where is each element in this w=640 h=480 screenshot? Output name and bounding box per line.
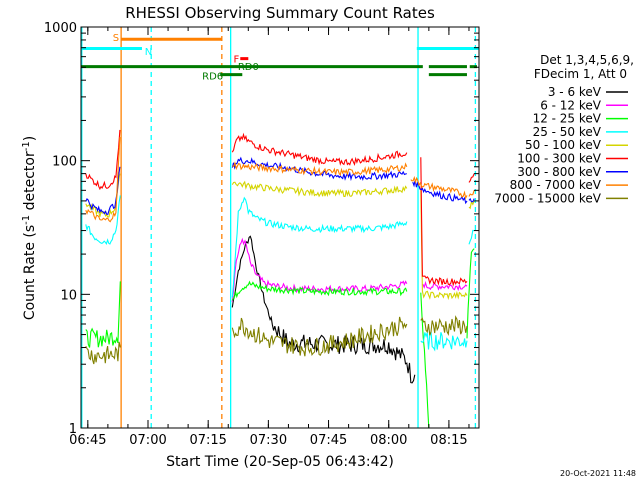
series-7-segment-1: [85, 166, 121, 215]
legend-label-3: 12 - 25 keV: [533, 112, 602, 126]
series-3-segment-3: [420, 292, 430, 428]
series-6-segment-3: [420, 157, 468, 287]
legend-header-decim: FDecim 1, Att 0: [534, 67, 627, 81]
series-2-segment-2: [422, 280, 468, 292]
x-tick-label-6: 08:00: [370, 433, 407, 448]
legend-label-9: 7000 - 15000 keV: [494, 191, 601, 205]
legend-label-2: 6 - 12 keV: [540, 98, 602, 112]
series-6-segment-1: [85, 129, 121, 191]
x-axis: 06:45 07:00 07:15 07:30 07:45 08:00 08:15: [69, 27, 470, 448]
marker-lines: [81, 27, 477, 428]
series-5-segment-2: [231, 180, 408, 198]
y-tick-label-3: 100: [52, 155, 77, 170]
legend-label-6: 100 - 300 keV: [517, 152, 601, 166]
series-7-segment-2: [231, 156, 407, 182]
series-8-segment-1: [85, 137, 121, 223]
series-4-segment-4: [468, 229, 475, 245]
series-9-segment-3: [420, 315, 468, 336]
series-7-segment-4: [468, 197, 475, 203]
series-4-segment-1: [85, 195, 121, 246]
legend-label-5: 50 - 100 keV: [525, 138, 602, 152]
legend-header-detectors: Det 1,3,4,5,6,9,: [540, 53, 634, 67]
series-2-segment-1: [231, 237, 408, 302]
flag-label-3: F: [233, 55, 239, 66]
x-tick-label-7: 08:15: [430, 433, 467, 448]
flag-label-5: RD6: [202, 71, 223, 82]
series-8-segment-4: [468, 190, 475, 197]
y-tick-label-2: 10: [60, 288, 77, 303]
legend-label-7: 300 - 800 keV: [517, 165, 601, 179]
legend: Det 1,3,4,5,6,9, FDecim 1, Att 0 3 - 6 k…: [494, 53, 634, 205]
series-1-segment-1: [231, 235, 416, 384]
legend-label-1: 3 - 6 keV: [548, 85, 602, 99]
series-4-segment-2: [231, 196, 408, 298]
flag-label-4: RD0: [238, 62, 259, 73]
flag-label-1: S: [113, 33, 119, 44]
x-tick-label-3: 07:15: [189, 433, 226, 448]
series-7-segment-3: [412, 179, 468, 205]
series-9-segment-1: [85, 341, 121, 365]
series-6-segment-2: [231, 132, 408, 166]
x-tick-label-4: 07:30: [250, 433, 287, 448]
series-3-segment-1: [85, 281, 121, 348]
series-6-segment-4: [468, 173, 475, 183]
legend-label-4: 25 - 50 keV: [533, 125, 602, 139]
plot-frame: [80, 26, 480, 429]
series-layer: [85, 129, 475, 428]
x-tick-label-5: 07:45: [310, 433, 347, 448]
y-tick-label-1: 1: [69, 422, 77, 437]
series-5-segment-3: [420, 188, 468, 301]
series-4-segment-3: [420, 331, 468, 352]
flag-label-2: N: [145, 47, 152, 58]
y-axis-label: Count Rate (s-1 detector-1): [21, 136, 38, 320]
series-8-segment-3: [410, 175, 468, 200]
series-5-segment-1: [85, 173, 121, 218]
series-9-segment-2: [231, 316, 408, 357]
legend-label-8: 800 - 7000 keV: [510, 178, 602, 192]
series-3-segment-2: [231, 280, 408, 301]
y-tick-label-4: 1000: [44, 21, 77, 36]
x-tick-label-1: 06:45: [69, 433, 106, 448]
series-3-segment-4: [466, 248, 475, 339]
series-8-segment-2: [232, 161, 408, 177]
x-axis-label: Start Time (20-Sep-05 06:43:42): [166, 454, 394, 470]
y-axis: 1 10 100 1000: [44, 21, 479, 437]
x-tick-label-2: 07:00: [129, 433, 166, 448]
chart-title: RHESSI Observing Summary Count Rates: [125, 4, 435, 22]
timestamp: 20-Oct-2021 11:48: [560, 469, 636, 478]
